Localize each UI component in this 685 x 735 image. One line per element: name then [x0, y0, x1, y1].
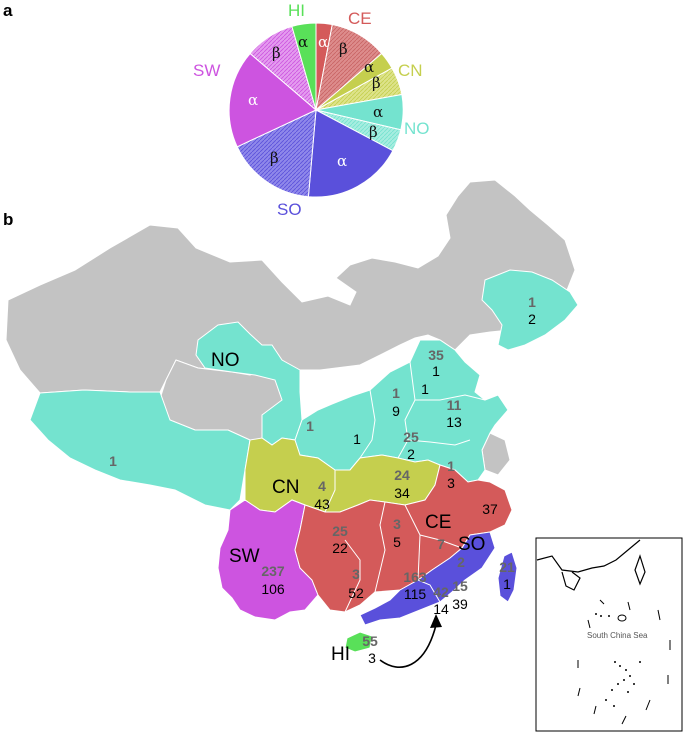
pie-label-sw: SW [193, 61, 220, 80]
region-so-taiwan [497, 551, 518, 603]
count-top-0: 1 [528, 294, 536, 310]
region-sw [217, 499, 319, 621]
pie-text-ce-beta: β [339, 40, 348, 58]
province-counts: 1 2 35 1 1 1 9 11 13 1 1 25 2 1 24 34 1 … [109, 294, 536, 666]
count-bottom-17: 1 [503, 576, 511, 592]
inset-label: South China Sea [587, 631, 648, 640]
count-top-19: 3 [352, 566, 360, 582]
pie-text-cn-alpha: α [364, 58, 374, 76]
hi-to-so-arrow [379, 624, 437, 668]
count-bottom-7: 2 [407, 446, 415, 462]
count-top-17: 21 [499, 559, 515, 575]
count-bottom-20: 115 [404, 586, 427, 602]
inset-boundary [577, 599, 671, 725]
inset-coastline [536, 539, 646, 591]
count-top-5: 1 [306, 418, 314, 434]
count-bottom-2: 1 [421, 381, 429, 397]
map-label-so: SO [458, 534, 485, 555]
pie-label-hi: HI [288, 1, 305, 20]
pie-slice-so-alpha [307, 109, 394, 198]
pie-label-ce: CE [348, 9, 372, 28]
count-top-11: 4 [318, 478, 326, 494]
count-bottom-10: 3 [447, 475, 455, 491]
count-bottom-0: 2 [528, 311, 536, 327]
count-top-8: 1 [109, 453, 117, 469]
count-bottom-15: 37 [482, 501, 498, 517]
count-top-7: 25 [403, 429, 419, 445]
pie-label-so: SO [277, 200, 302, 219]
count-top-9: 24 [394, 467, 410, 483]
panel-b-label: b [3, 210, 13, 229]
pie-text-so-beta: β [270, 149, 279, 167]
count-top-16: 2 [457, 554, 465, 570]
arrow-head-icon [430, 614, 442, 628]
count-bottom-4: 13 [446, 414, 462, 430]
count-top-4: 11 [447, 397, 462, 413]
count-top-22: 15 [452, 578, 468, 594]
map-label-sw: SW [229, 546, 260, 567]
region-hi [344, 631, 373, 653]
inset-islands [595, 613, 641, 707]
count-bottom-21: 14 [433, 601, 449, 617]
count-bottom-3: 9 [392, 403, 400, 419]
count-bottom-1: 1 [432, 363, 440, 379]
count-bottom-18: 106 [261, 581, 285, 597]
inset-frame [535, 537, 683, 732]
count-top-10: 1 [447, 458, 455, 474]
count-bottom-9: 34 [394, 485, 410, 501]
pie-text-sw-alpha: α [248, 91, 258, 109]
pie-text-hi-alpha: α [298, 33, 308, 51]
count-top-18: 237 [261, 563, 285, 579]
count-top-23: 55 [362, 633, 378, 649]
map-label-no: NO [211, 350, 240, 371]
pie-text-no-beta: β [369, 123, 378, 141]
count-top-14: 7 [437, 536, 445, 552]
count-bottom-11: 43 [314, 496, 330, 512]
count-bottom-6: 1 [353, 431, 361, 447]
count-bottom-19: 52 [348, 585, 364, 601]
count-top-20: 163 [403, 569, 427, 585]
region-ce [294, 464, 513, 613]
region-no-liaoning [481, 269, 579, 351]
count-top-13: 3 [393, 516, 401, 532]
region-no-tibet [29, 389, 251, 511]
panel-a-label: a [3, 1, 13, 20]
count-bottom-22: 39 [452, 596, 468, 612]
count-bottom-23: 3 [368, 650, 376, 666]
pie-text-ce-alpha: α [318, 33, 328, 51]
pie-text-sw-beta: β [272, 44, 281, 62]
count-top-1: 35 [428, 347, 444, 363]
map-label-cn: CN [272, 477, 299, 498]
pie-slice-sw-alpha [228, 52, 317, 148]
province-boundaries [324, 361, 486, 613]
count-top-21: 42 [433, 584, 449, 600]
count-top-3: 1 [392, 385, 400, 401]
count-bottom-13: 5 [393, 534, 401, 550]
china-map: NO CN SW CE SO HI 1 2 35 1 1 1 9 11 13 1… [5, 179, 579, 668]
map-label-hi: HI [331, 644, 350, 665]
map-label-ce: CE [425, 512, 451, 533]
pie-label-cn: CN [398, 61, 423, 80]
south-china-sea-inset: South China Sea [535, 537, 683, 732]
pie-text-no-alpha: α [373, 103, 383, 121]
pie-slice-hi-alpha [291, 22, 317, 111]
region-so [359, 531, 496, 626]
count-bottom-12: 22 [332, 540, 348, 556]
pie-slice-so-beta [236, 109, 317, 198]
count-top-12: 25 [332, 523, 348, 539]
pie-chart: α β α β α β α β α β α HI CE CN NO SO SW [193, 1, 430, 219]
pie-text-so-alpha: α [337, 152, 347, 170]
pie-text-cn-beta: β [372, 74, 381, 92]
pie-label-no: NO [404, 119, 430, 138]
